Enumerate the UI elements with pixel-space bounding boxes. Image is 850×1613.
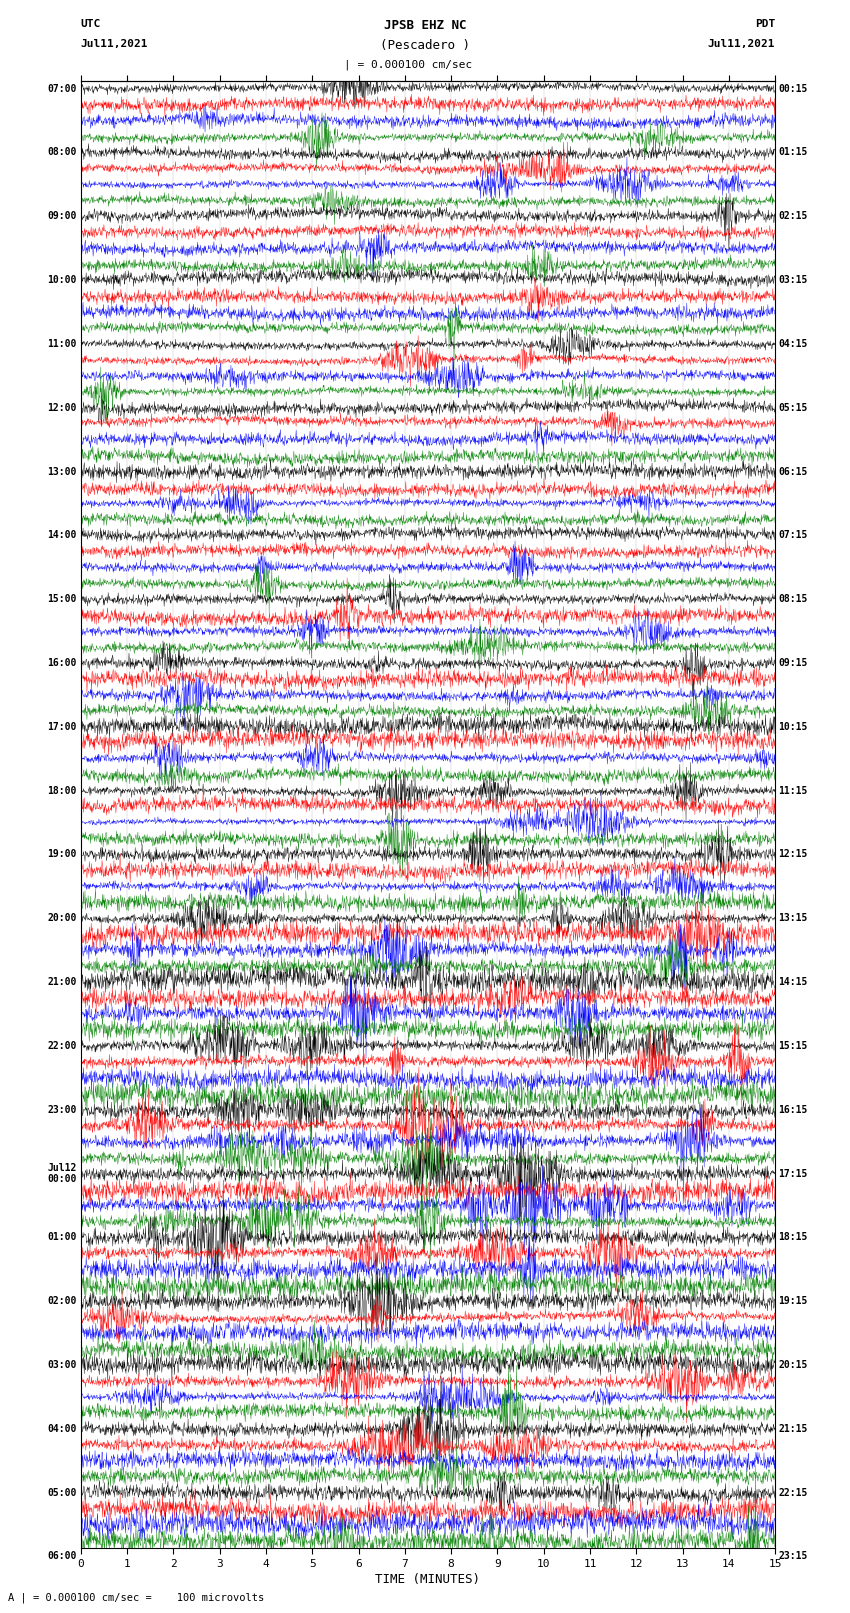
Text: 04:00: 04:00 <box>47 1424 76 1434</box>
Text: 01:00: 01:00 <box>47 1232 76 1242</box>
Text: 03:00: 03:00 <box>47 1360 76 1369</box>
Text: 21:15: 21:15 <box>779 1424 808 1434</box>
Text: 10:15: 10:15 <box>779 721 808 732</box>
Text: | = 0.000100 cm/sec: | = 0.000100 cm/sec <box>344 60 472 71</box>
Text: 17:15: 17:15 <box>779 1168 808 1179</box>
Text: PDT: PDT <box>755 19 775 29</box>
Text: 08:00: 08:00 <box>47 147 76 158</box>
Text: 05:00: 05:00 <box>47 1487 76 1497</box>
Text: JPSB EHZ NC: JPSB EHZ NC <box>383 19 467 32</box>
Text: 20:15: 20:15 <box>779 1360 808 1369</box>
Text: 11:00: 11:00 <box>47 339 76 348</box>
Text: 12:00: 12:00 <box>47 403 76 413</box>
Text: 09:00: 09:00 <box>47 211 76 221</box>
Text: UTC: UTC <box>81 19 101 29</box>
Text: Jul11,2021: Jul11,2021 <box>708 39 775 48</box>
Text: 02:15: 02:15 <box>779 211 808 221</box>
Text: 13:15: 13:15 <box>779 913 808 923</box>
Text: 14:00: 14:00 <box>47 531 76 540</box>
Text: 01:15: 01:15 <box>779 147 808 158</box>
Text: 03:15: 03:15 <box>779 276 808 286</box>
Text: 13:00: 13:00 <box>47 466 76 476</box>
Text: 15:15: 15:15 <box>779 1040 808 1052</box>
Text: 23:00: 23:00 <box>47 1105 76 1115</box>
Text: Jul12
00:00: Jul12 00:00 <box>47 1163 76 1184</box>
Text: 04:15: 04:15 <box>779 339 808 348</box>
Text: 02:00: 02:00 <box>47 1297 76 1307</box>
Text: 07:00: 07:00 <box>47 84 76 94</box>
Text: 16:00: 16:00 <box>47 658 76 668</box>
Text: 10:00: 10:00 <box>47 276 76 286</box>
Text: 14:15: 14:15 <box>779 977 808 987</box>
Text: 06:15: 06:15 <box>779 466 808 476</box>
Text: 17:00: 17:00 <box>47 721 76 732</box>
Text: 08:15: 08:15 <box>779 594 808 605</box>
Text: 21:00: 21:00 <box>47 977 76 987</box>
Text: 19:00: 19:00 <box>47 850 76 860</box>
Text: 11:15: 11:15 <box>779 786 808 795</box>
Text: 12:15: 12:15 <box>779 850 808 860</box>
Text: 19:15: 19:15 <box>779 1297 808 1307</box>
Text: A | = 0.000100 cm/sec =    100 microvolts: A | = 0.000100 cm/sec = 100 microvolts <box>8 1592 264 1603</box>
Text: 22:00: 22:00 <box>47 1040 76 1052</box>
Text: 15:00: 15:00 <box>47 594 76 605</box>
Text: 16:15: 16:15 <box>779 1105 808 1115</box>
Text: 07:15: 07:15 <box>779 531 808 540</box>
X-axis label: TIME (MINUTES): TIME (MINUTES) <box>376 1573 480 1586</box>
Text: Jul11,2021: Jul11,2021 <box>81 39 148 48</box>
Text: 22:15: 22:15 <box>779 1487 808 1497</box>
Text: 20:00: 20:00 <box>47 913 76 923</box>
Text: 00:15: 00:15 <box>779 84 808 94</box>
Text: (Pescadero ): (Pescadero ) <box>380 39 470 52</box>
Text: 18:15: 18:15 <box>779 1232 808 1242</box>
Text: 09:15: 09:15 <box>779 658 808 668</box>
Text: 18:00: 18:00 <box>47 786 76 795</box>
Text: 06:00: 06:00 <box>47 1552 76 1561</box>
Text: 05:15: 05:15 <box>779 403 808 413</box>
Text: 23:15: 23:15 <box>779 1552 808 1561</box>
